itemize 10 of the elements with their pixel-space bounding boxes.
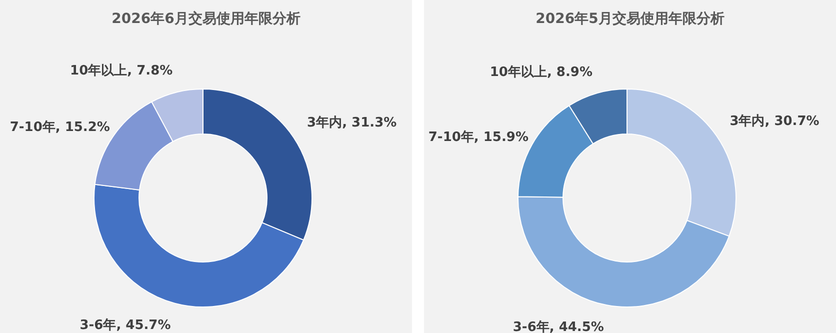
chart-title: 2026年6月交易使用年限分析 — [110, 10, 302, 28]
slice-label: 3-6年, 44.5% — [512, 320, 604, 333]
slice-label: 3-6年, 45.7% — [80, 318, 171, 333]
slice-label: 3年内, 30.7% — [730, 114, 820, 129]
slice-label: 10年以上, 7.8% — [70, 64, 173, 79]
chart-title: 2026年5月交易使用年限分析 — [534, 10, 726, 28]
slice-label: 10年以上, 8.9% — [490, 64, 593, 80]
slice-label: 3年内, 31.3% — [307, 116, 397, 131]
slice-label: 7-10年, 15.9% — [428, 130, 528, 145]
slice-label: 7-10年, 15.2% — [10, 120, 110, 136]
